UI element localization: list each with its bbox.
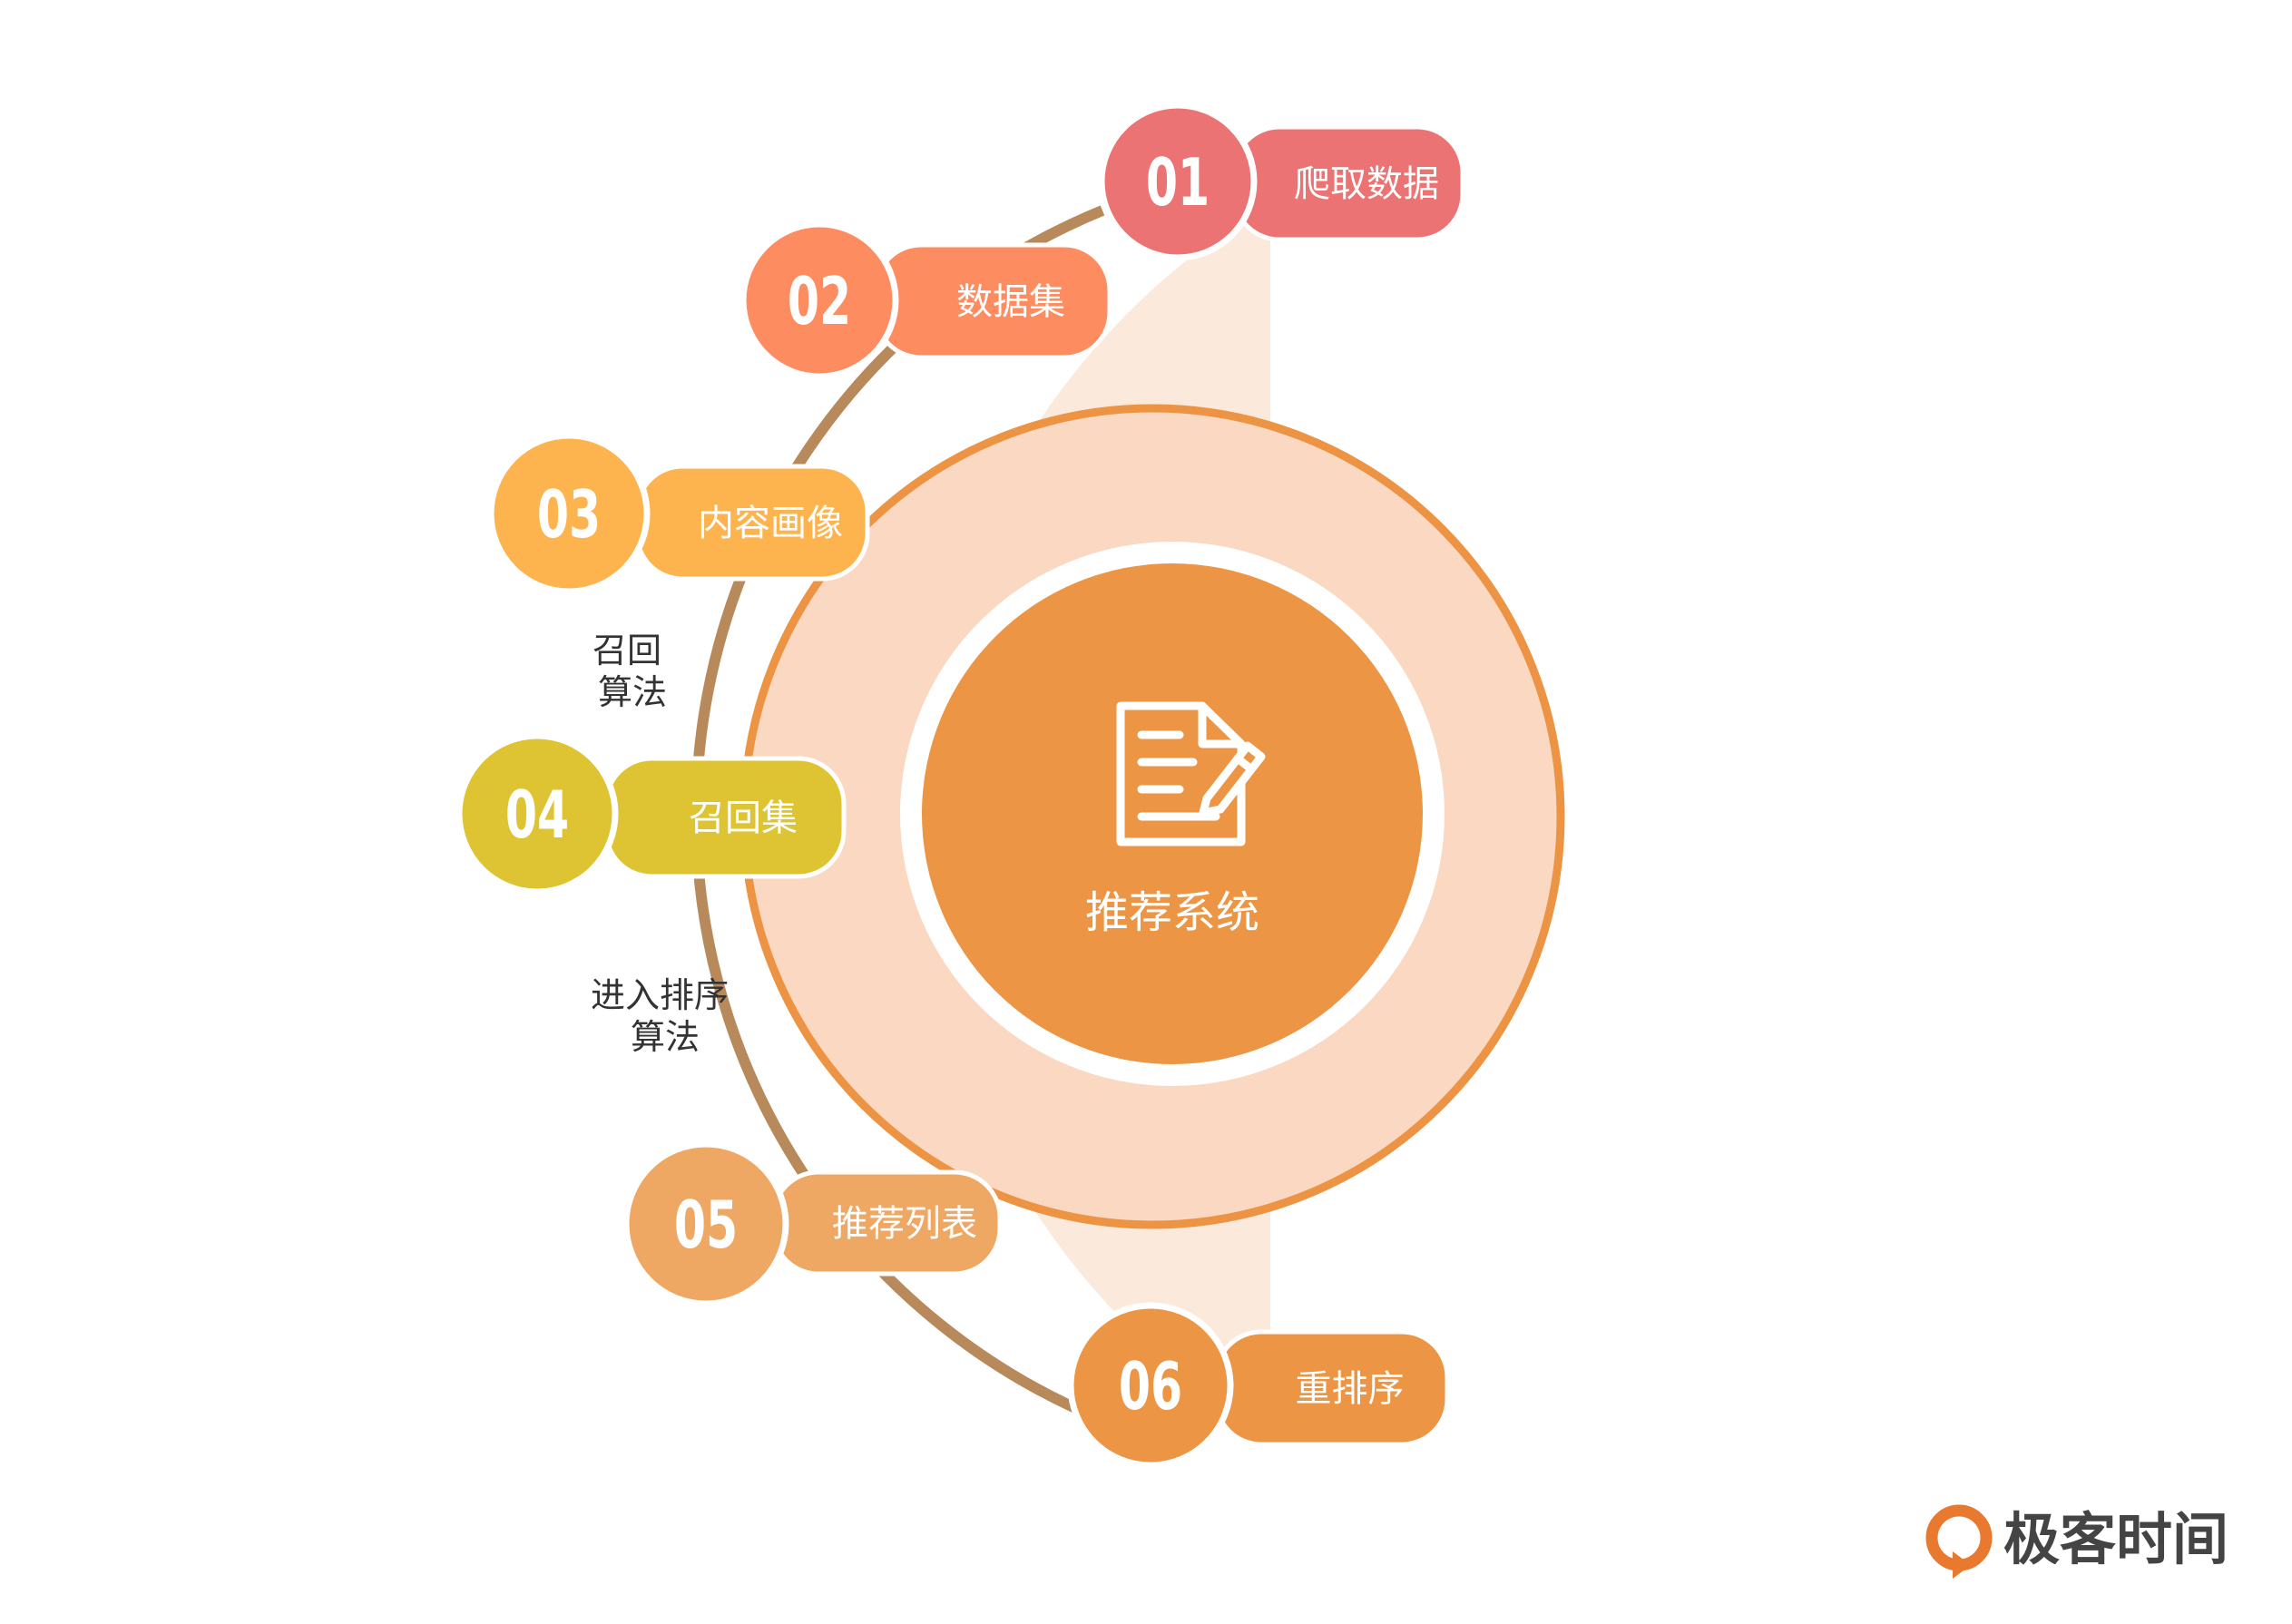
geektime-logo: 极客时间: [1925, 1504, 2228, 1579]
step-number-circle: [740, 220, 899, 380]
annotation-recall-algorithm: 召回 算法: [593, 631, 672, 712]
step-number: 04: [505, 778, 569, 854]
step-label: 重排序: [1296, 1368, 1405, 1410]
step-label: 内容画像: [698, 503, 843, 544]
step-number-circle: [487, 432, 651, 595]
step-number-circle: [1098, 102, 1258, 261]
step-number-circle: [455, 732, 619, 895]
logo-text: 极客时间: [2003, 1506, 2228, 1572]
step-number: 05: [674, 1188, 738, 1264]
step-label: 数据集: [956, 281, 1065, 323]
step-label: 推荐列表: [832, 1203, 977, 1245]
step-number-circle: [622, 1140, 789, 1307]
center-label: 推荐系统: [1085, 887, 1259, 938]
step-number-circle: [1067, 1302, 1234, 1469]
annotation-rank-line-2: 算法: [631, 1017, 700, 1057]
step-node-05: 05 推荐列表: [622, 1140, 1003, 1307]
step-label: 召回集: [689, 797, 798, 839]
step-node-04: 04 召回集: [455, 732, 847, 895]
annotation-recall-line-2: 算法: [598, 672, 667, 712]
step-number: 06: [1119, 1349, 1182, 1425]
step-node-06: 06 重排序: [1067, 1302, 1450, 1469]
step-node-02: 02 数据集: [740, 220, 1112, 380]
steps-layer: 01 爬取数据 02 数据集 03 内容画像 04 召回集 05 推荐列表 06 重排序: [455, 102, 1465, 1469]
step-node-01: 01 爬取数据: [1098, 102, 1465, 261]
step-label: 爬取数据: [1294, 163, 1439, 205]
step-number: 02: [788, 264, 851, 340]
step-number: 01: [1146, 145, 1210, 221]
step-number: 03: [537, 477, 601, 553]
annotation-recall-line-1: 召回: [593, 631, 661, 670]
document-edit-icon: [1116, 701, 1266, 846]
annotation-rank-line-1: 进入排序: [591, 975, 729, 1015]
annotation-rank-algorithm: 进入排序 算法: [591, 975, 740, 1057]
step-node-03: 03 内容画像: [487, 432, 870, 595]
logo-mark-tail: [1953, 1551, 1971, 1579]
